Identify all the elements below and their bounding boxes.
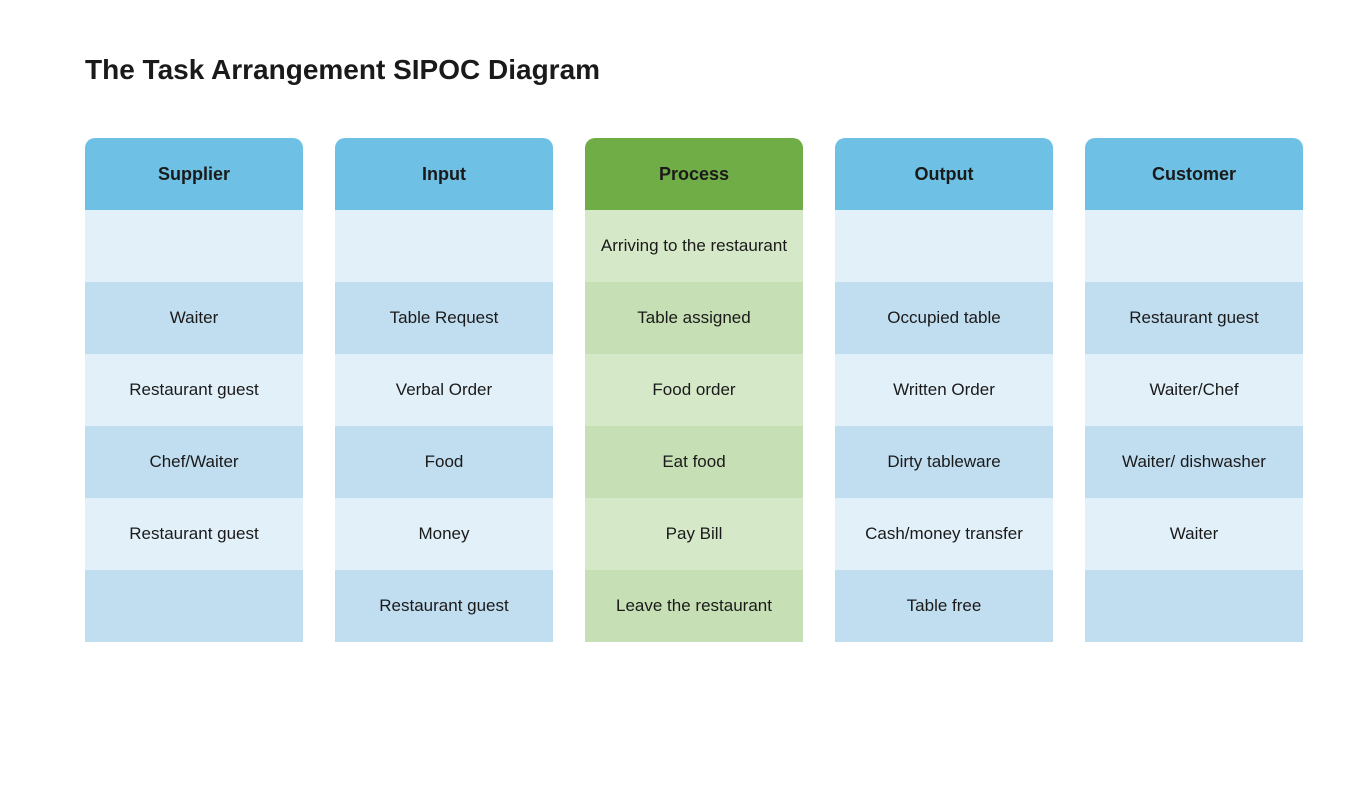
cell: Money [335, 498, 553, 570]
cell: Waiter [1085, 498, 1303, 570]
cell: Table Request [335, 282, 553, 354]
cell: Table free [835, 570, 1053, 642]
cell: Cash/money transfer [835, 498, 1053, 570]
cell: Table assigned [585, 282, 803, 354]
column-header: Input [335, 138, 553, 210]
cell: Leave the restaurant [585, 570, 803, 642]
cell: Waiter/ dishwasher [1085, 426, 1303, 498]
cell: Eat food [585, 426, 803, 498]
cell: Restaurant guest [85, 498, 303, 570]
sipoc-diagram: Supplier Waiter Restaurant guest Chef/Wa… [85, 138, 1303, 642]
cell: Food [335, 426, 553, 498]
cell: Written Order [835, 354, 1053, 426]
column-input: Input Table Request Verbal Order Food Mo… [335, 138, 553, 642]
column-output: Output Occupied table Written Order Dirt… [835, 138, 1053, 642]
cell: Restaurant guest [85, 354, 303, 426]
cell: Verbal Order [335, 354, 553, 426]
cell [335, 210, 553, 282]
cell: Restaurant guest [335, 570, 553, 642]
cell: Waiter [85, 282, 303, 354]
column-header: Output [835, 138, 1053, 210]
cell: Waiter/Chef [1085, 354, 1303, 426]
cell: Chef/Waiter [85, 426, 303, 498]
column-customer: Customer Restaurant guest Waiter/Chef Wa… [1085, 138, 1303, 642]
page-title: The Task Arrangement SIPOC Diagram [85, 54, 600, 86]
cell: Food order [585, 354, 803, 426]
column-header: Process [585, 138, 803, 210]
cell: Occupied table [835, 282, 1053, 354]
cell: Arriving to the restaurant [585, 210, 803, 282]
cell [835, 210, 1053, 282]
cell: Pay Bill [585, 498, 803, 570]
cell: Restaurant guest [1085, 282, 1303, 354]
column-process: Process Arriving to the restaurant Table… [585, 138, 803, 642]
column-header: Supplier [85, 138, 303, 210]
column-supplier: Supplier Waiter Restaurant guest Chef/Wa… [85, 138, 303, 642]
cell [85, 570, 303, 642]
column-header: Customer [1085, 138, 1303, 210]
cell [85, 210, 303, 282]
cell: Dirty tableware [835, 426, 1053, 498]
cell [1085, 210, 1303, 282]
cell [1085, 570, 1303, 642]
